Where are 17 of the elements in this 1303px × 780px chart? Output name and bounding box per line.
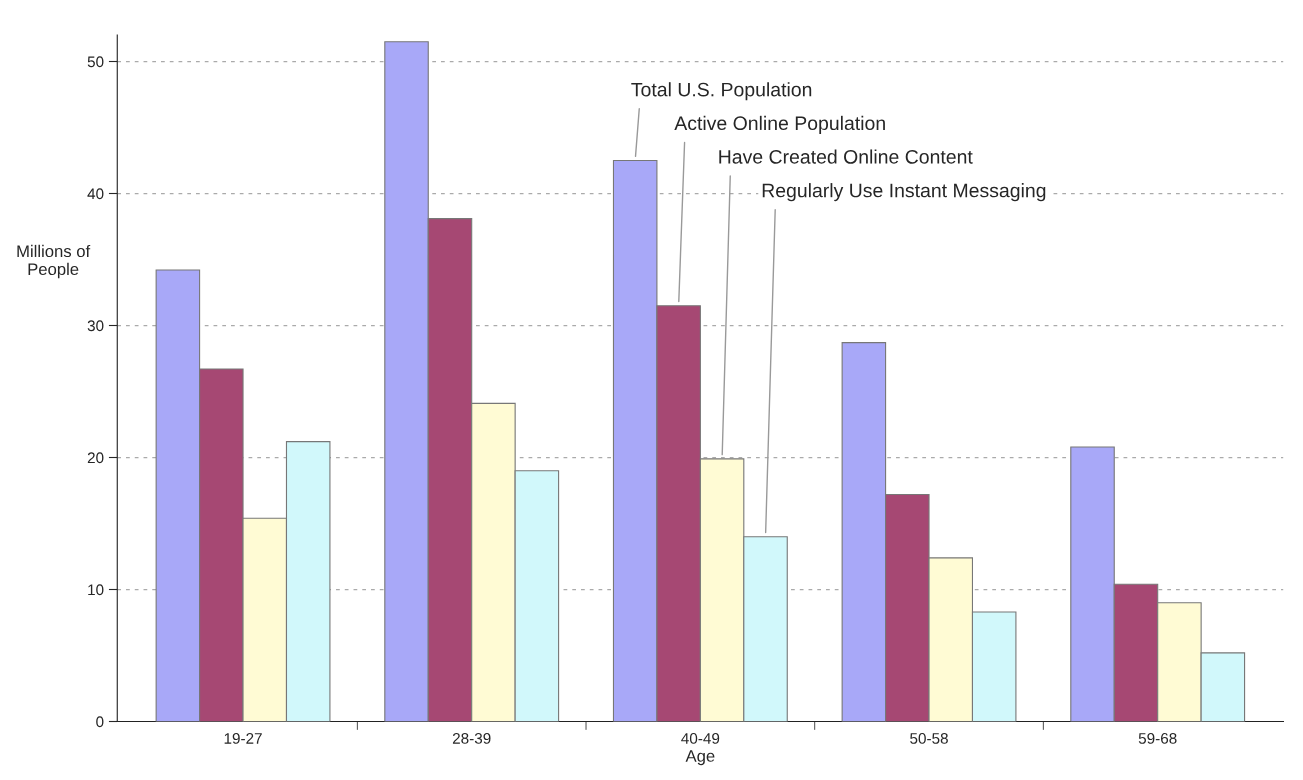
y-axis-title: Millions of People [17, 244, 91, 279]
x-tick-label: 50-58 [910, 733, 948, 744]
text: Total U.S. Population [631, 82, 812, 101]
text: Regularly Use Instant Messaging [762, 183, 1046, 202]
y-tick-label: 10 [88, 584, 104, 596]
text: Active Online Population [674, 115, 885, 134]
y-tick-label: 0 [96, 716, 104, 728]
x-tick-label: 28-39 [452, 733, 491, 744]
x-tick-label: 40-49 [681, 733, 720, 744]
text: Have Created Online Content [719, 149, 973, 164]
y-tick-label: 30 [87, 320, 104, 332]
x-tick-label: 19-27 [224, 733, 262, 744]
y-tick-label: 20 [87, 452, 104, 464]
y-tick-label: 40 [87, 188, 104, 200]
x-tick-label: 59-68 [1138, 733, 1177, 744]
y-tick-label: 50 [87, 56, 104, 68]
x-axis-title: Age [685, 750, 715, 766]
